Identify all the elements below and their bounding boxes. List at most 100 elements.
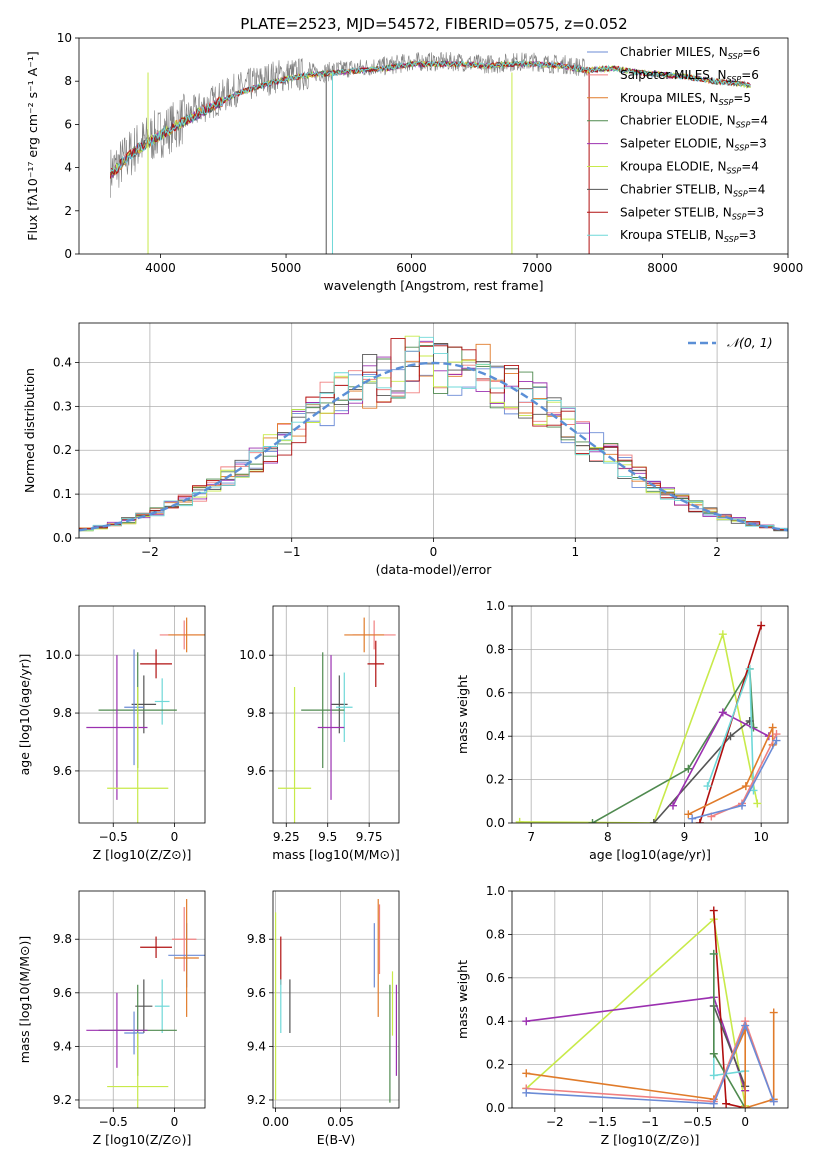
y-tick-label: 0.0 [486,816,505,830]
mass-weight-marker [772,736,781,745]
mass-weight-marker [522,1088,531,1097]
mass-weight-marker [768,723,777,732]
y-axis-label: mass [log10(M/M⊙)] [17,936,32,1064]
mass-weight-line [592,666,755,823]
x-tick-label: 7000 [522,261,553,275]
y-tick-label: 0.2 [486,1058,505,1072]
panel-residuals: −2 −1 0 1 2 0.0 0.1 0.2 0.3 0.4 (data-model)/error… [22,322,789,577]
y-tick-label: 9.8 [53,706,72,720]
y-axis-label: Normed distribution [22,368,37,493]
mass-weight-line [713,1005,746,1087]
axes-frame [511,890,789,1109]
x-axis-label: E(B-V) [317,1132,356,1147]
axes-frame [78,890,206,1109]
legend-label: Kroupa STELIB, NSSP=3 [620,228,756,244]
y-tick-label: 6 [64,117,72,131]
mass-weight-marker [649,819,658,823]
x-tick-label: 9.25 [273,830,300,844]
y-tick-label: 9.8 [53,932,72,946]
x-tick-label: −0.5 [99,1115,128,1129]
axes-frame [78,322,789,539]
x-tick-label: 0 [171,1115,179,1129]
y-axis-label: Flux [fλ10⁻¹⁷ erg cm⁻² s⁻¹ A⁻¹] [25,51,40,240]
y-tick-label: 0.6 [486,971,505,985]
y-tick-label: 9.6 [53,986,72,1000]
y-tick-label: 0.0 [486,1101,505,1115]
mass-weight-marker [588,819,597,823]
y-tick-label: 0.1 [53,487,72,501]
y-tick-label: 9.6 [247,986,266,1000]
y-tick-label: 0.8 [486,927,505,941]
mass-weight-marker [718,708,727,717]
residual-histogram [79,336,788,538]
plot-area [109,51,751,254]
x-tick-label: 8 [604,830,612,844]
plot-area [79,323,788,538]
x-tick-label: 9000 [773,261,804,275]
x-tick-label: 0.05 [327,1115,354,1129]
plot-area [273,891,399,1108]
mass-weight-marker [688,814,697,823]
mass-weight-marker [753,799,762,808]
y-tick-label: 1.0 [486,884,505,898]
legend-label: Salpeter MILES, NSSP=6 [620,68,759,84]
x-tick-label: −2 [546,1115,564,1129]
y-tick-label: 0.4 [53,355,72,369]
y-tick-label: 8 [64,74,72,88]
mass-weight-marker [522,1069,531,1078]
y-tick-label: 0.4 [486,1014,505,1028]
x-tick-label: −1 [283,545,301,559]
mass-weight-marker [709,949,718,958]
normal-curve [79,361,788,532]
y-tick-label: 9.6 [53,764,72,778]
y-tick-label: 0.0 [53,531,72,545]
x-axis-label: Z [log10(Z/Z⊙)] [601,1132,700,1147]
x-tick-label: 6000 [396,261,427,275]
axes-frame [511,605,789,824]
mass-weight-marker [709,1099,718,1108]
x-axis-label: Z [log10(Z/Z⊙)] [93,1132,192,1147]
mass-weight-marker [738,801,746,810]
x-tick-label: 0 [430,545,438,559]
x-axis-label: mass [log10(M/M⊙)] [272,847,400,862]
x-tick-label: 4000 [145,261,176,275]
x-tick-label: 10 [754,830,769,844]
y-tick-label: 0.2 [486,773,505,787]
mass-weight-line [526,996,746,1091]
y-tick-label: 9.8 [247,932,266,946]
mass-weight-marker [695,819,704,823]
plot-area [79,891,205,1108]
x-tick-label: −1.5 [588,1115,617,1129]
mass-weight-marker [709,1049,718,1058]
x-axis-label: age [log10(age/yr)] [589,847,711,862]
y-tick-label: 0.4 [486,729,505,743]
plot-area [79,606,205,823]
legend-label: Chabrier ELODIE, NSSP=4 [620,114,768,130]
axes-frame [78,605,206,824]
panel-mass_weight_vs_age: 7 8 9 10 0.0 0.2 0.4 0.6 0.8 1.0 age [log10(age/yr… [455,599,789,862]
mass-weight-marker [722,1099,731,1108]
plot-area [273,606,399,823]
panel-age_vs_mass: 9.25 9.5 9.75 9.6 9.8 10.0 mass [log10(M/M⊙)] [239,605,400,862]
x-tick-label: −1 [641,1115,659,1129]
y-tick-label: 0 [64,247,72,261]
axes-frame [272,605,400,824]
y-tick-label: 9.2 [247,1093,266,1107]
axes-frame [272,890,400,1109]
mass-weight-line [526,1023,775,1105]
legend-label: Kroupa ELODIE, NSSP=4 [620,160,759,176]
x-tick-label: 0 [171,830,179,844]
y-tick-label: 0.6 [486,686,505,700]
legend-label: Salpeter ELODIE, NSSP=3 [620,137,767,153]
x-tick-label: −0.5 [683,1115,712,1129]
mass-weight-line [526,1012,775,1108]
x-tick-label: −2 [141,545,159,559]
x-axis-label: wavelength [Angstrom, rest frame] [323,278,543,293]
y-tick-label: 2 [64,204,72,218]
x-tick-label: 0.00 [262,1115,289,1129]
mass-weight-marker [741,1104,750,1108]
y-axis-label: mass weight [455,960,470,1039]
mass-weight-marker [703,782,712,791]
mass-weight-marker [515,817,524,823]
